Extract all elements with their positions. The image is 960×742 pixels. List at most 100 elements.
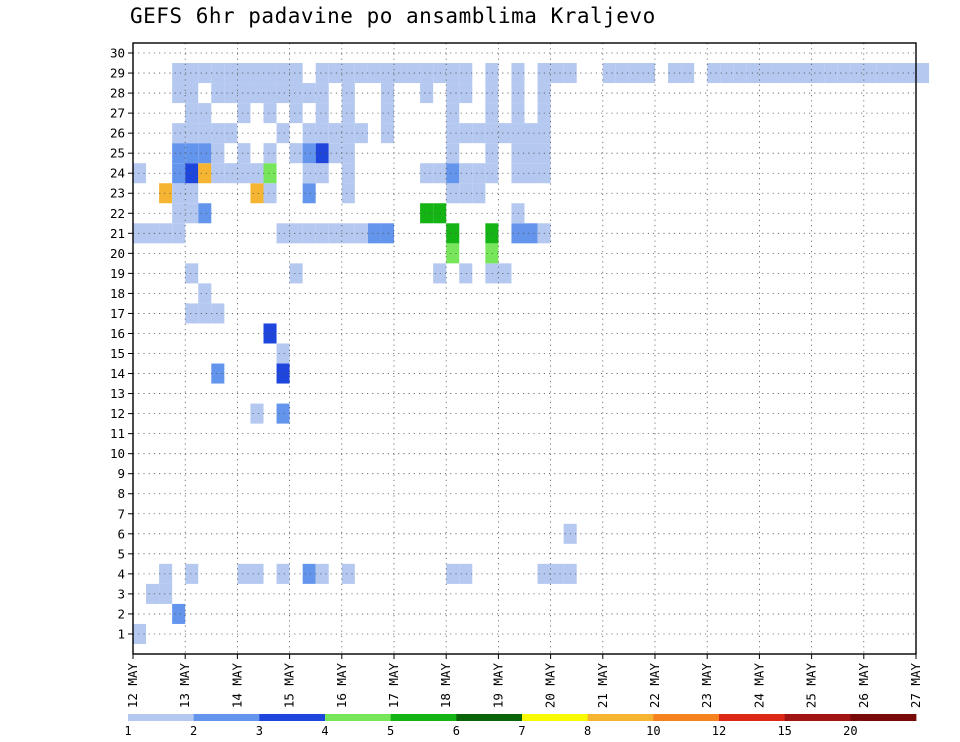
heatmap-cell bbox=[328, 143, 342, 164]
y-tick-label: 2 bbox=[117, 606, 125, 621]
heatmap-cell bbox=[146, 583, 160, 604]
heatmap-cell bbox=[916, 63, 930, 84]
plot-frame bbox=[132, 42, 917, 655]
heatmap-cell bbox=[850, 63, 864, 84]
heatmap-cell bbox=[302, 563, 316, 584]
x-tick-label: 13 MAY bbox=[177, 663, 192, 709]
heatmap-cell bbox=[498, 123, 512, 144]
heatmap-cell bbox=[459, 63, 473, 84]
colorbar-swatch bbox=[193, 714, 260, 721]
heatmap-cell bbox=[367, 223, 381, 244]
heatmap-cell bbox=[785, 63, 799, 84]
heatmap-cell bbox=[185, 203, 199, 224]
x-tick-label: 26 MAY bbox=[856, 663, 871, 709]
heatmap-cell bbox=[354, 63, 368, 84]
heatmap-cell bbox=[315, 223, 329, 244]
colorbar-swatch bbox=[456, 714, 523, 721]
colorbar-swatch bbox=[719, 714, 786, 721]
heatmap-cell bbox=[472, 183, 486, 204]
colorbar-swatch bbox=[784, 714, 851, 721]
heatmap-cell bbox=[198, 283, 212, 304]
heatmap-cell bbox=[250, 63, 264, 84]
heatmap-cell bbox=[433, 263, 447, 284]
heatmap-cell bbox=[550, 563, 564, 584]
heatmap-cell bbox=[211, 363, 225, 384]
heatmap-cell bbox=[302, 83, 316, 104]
heatmap-cell bbox=[798, 63, 812, 84]
y-tick-label: 12 bbox=[110, 406, 125, 421]
heatmap-cell bbox=[211, 143, 225, 164]
colorbar-label: 4 bbox=[321, 724, 328, 738]
colorbar-label: 12 bbox=[712, 724, 726, 738]
y-tick-label: 22 bbox=[110, 206, 125, 221]
heatmap-cell bbox=[341, 103, 355, 124]
x-tick-label: 23 MAY bbox=[699, 663, 714, 709]
heatmap-cell bbox=[824, 63, 838, 84]
heatmap-cell bbox=[276, 83, 290, 104]
heatmap-cell bbox=[211, 83, 225, 104]
heatmap-cell bbox=[341, 183, 355, 204]
heatmap-cell bbox=[198, 143, 212, 164]
heatmap-cell bbox=[602, 63, 616, 84]
y-tick-label: 14 bbox=[110, 366, 125, 381]
colorbar-label: 1 bbox=[124, 724, 131, 738]
heatmap-cell bbox=[172, 183, 186, 204]
heatmap-cell bbox=[224, 83, 238, 104]
heatmap-cell bbox=[263, 103, 277, 124]
y-tick-label: 6 bbox=[117, 526, 125, 541]
heatmap-cell bbox=[276, 343, 290, 364]
heatmap-cell bbox=[863, 63, 877, 84]
heatmap-cell bbox=[263, 63, 277, 84]
y-tick-label: 15 bbox=[110, 346, 125, 361]
y-tick-label: 25 bbox=[110, 146, 125, 161]
heatmap-cell bbox=[133, 623, 147, 644]
heatmap-cell bbox=[276, 403, 290, 424]
heatmap-cell bbox=[459, 183, 473, 204]
heatmap-cell bbox=[250, 163, 264, 184]
heatmap-cell bbox=[302, 143, 316, 164]
heatmap-cell bbox=[315, 83, 329, 104]
heatmap-cell bbox=[420, 83, 434, 104]
heatmap-cell bbox=[433, 163, 447, 184]
heatmap-cell bbox=[172, 603, 186, 624]
y-tick-label: 1 bbox=[117, 626, 125, 641]
y-tick-label: 19 bbox=[110, 266, 125, 281]
y-tick-label: 4 bbox=[117, 566, 125, 581]
heatmap-cell bbox=[237, 563, 251, 584]
y-tick-label: 30 bbox=[110, 46, 125, 61]
heatmap-cell bbox=[172, 203, 186, 224]
colorbar-label: 7 bbox=[518, 724, 525, 738]
heatmap-cell bbox=[328, 123, 342, 144]
heatmap-cell bbox=[263, 163, 277, 184]
colorbar-label: 20 bbox=[843, 724, 857, 738]
heatmap-cell bbox=[250, 83, 264, 104]
x-tick-label: 14 MAY bbox=[229, 663, 244, 709]
heatmap-cell bbox=[459, 83, 473, 104]
heatmap-cell bbox=[811, 63, 825, 84]
colorbar-label: 10 bbox=[646, 724, 660, 738]
x-tick-label: 16 MAY bbox=[334, 663, 349, 709]
heatmap-cell bbox=[185, 563, 199, 584]
heatmap-cell bbox=[341, 143, 355, 164]
heatmap-cell bbox=[354, 223, 368, 244]
heatmap-cell bbox=[250, 183, 264, 204]
heatmap-cell bbox=[315, 163, 329, 184]
heatmap-cell bbox=[472, 123, 486, 144]
y-tick-label: 11 bbox=[110, 426, 125, 441]
heatmap-cell bbox=[211, 163, 225, 184]
colorbar-swatch bbox=[128, 714, 195, 721]
heatmap-cell bbox=[407, 63, 421, 84]
y-tick-label: 5 bbox=[117, 546, 125, 561]
heatmap-cell bbox=[237, 163, 251, 184]
heatmap-cell bbox=[159, 583, 173, 604]
heatmap-cell bbox=[550, 63, 564, 84]
y-tick-label: 29 bbox=[110, 66, 125, 81]
heatmap-cell bbox=[237, 63, 251, 84]
y-tick-label: 3 bbox=[117, 586, 125, 601]
heatmap-cell bbox=[289, 263, 303, 284]
heatmap-cell bbox=[524, 223, 538, 244]
heatmap-cell bbox=[315, 103, 329, 124]
heatmap-cell bbox=[733, 63, 747, 84]
heatmap-cell bbox=[263, 83, 277, 104]
heatmap-cell bbox=[289, 83, 303, 104]
